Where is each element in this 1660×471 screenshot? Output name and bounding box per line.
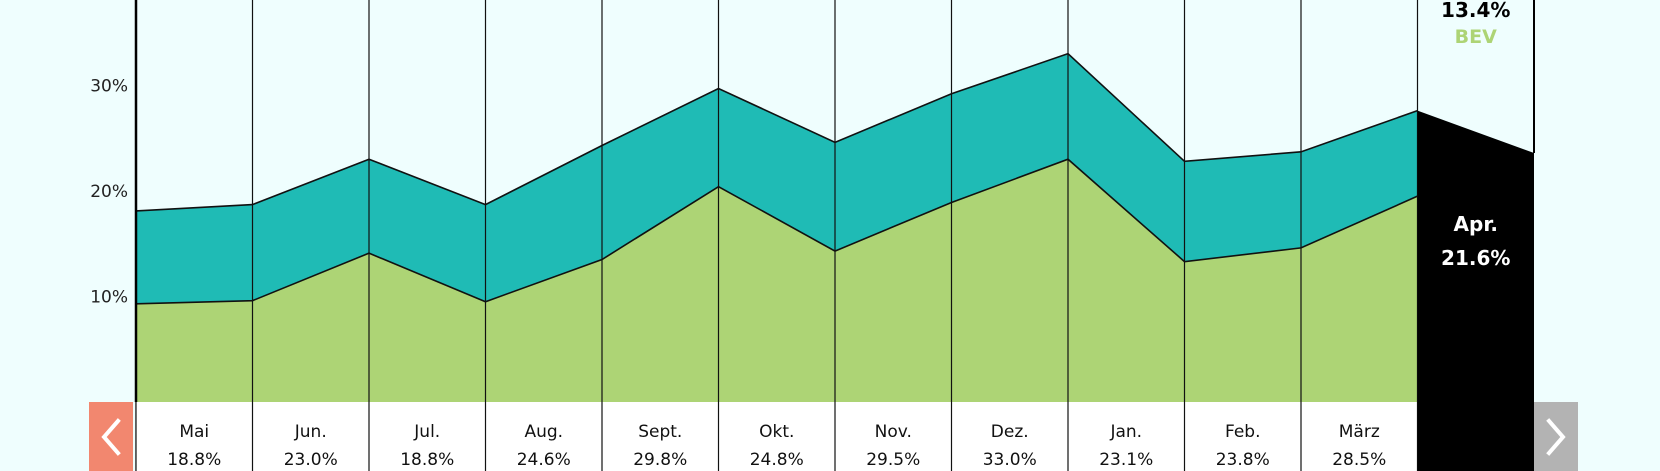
month-label-strip [136, 402, 1418, 471]
highlight-month-label: Apr. [1454, 212, 1498, 236]
month-value: 23.8% [1216, 450, 1270, 470]
next-month-button[interactable] [1534, 402, 1578, 471]
month-label: Aug. [524, 422, 563, 442]
month-label: Okt. [759, 422, 794, 442]
month-value: 33.0% [983, 450, 1037, 470]
other-area [136, 53, 1418, 304]
month-value: 24.6% [517, 450, 571, 470]
highlight-bev-value: 13.4% [1441, 0, 1510, 22]
month-label: Mai [179, 422, 209, 442]
month-label: Feb. [1225, 422, 1261, 442]
month-label: Dez. [991, 422, 1029, 442]
prev-month-button[interactable] [89, 402, 133, 471]
chevron-left-icon [101, 417, 121, 456]
month-value: 24.8% [750, 450, 804, 470]
month-value: 23.0% [284, 450, 338, 470]
total-series-line [135, 52, 1418, 212]
month-label: Jun. [294, 422, 327, 442]
bev-series-line [135, 158, 1418, 305]
month-value: 29.8% [633, 450, 687, 470]
month-value: 29.5% [866, 450, 920, 470]
y-tick-label: 30% [90, 76, 128, 96]
month-value: 28.5% [1332, 450, 1386, 470]
month-value: 18.8% [400, 450, 454, 470]
next-button-bg [1534, 402, 1578, 471]
y-tick-label: 20% [90, 182, 128, 202]
highlight-month-value: 21.6% [1441, 246, 1510, 270]
prev-button-bg [89, 402, 133, 471]
month-label: März [1339, 422, 1380, 442]
bev-area [136, 159, 1418, 402]
chevron-right-icon [1546, 417, 1566, 456]
month-label: Nov. [875, 422, 912, 442]
month-label: Sept. [638, 422, 682, 442]
month-value: 23.1% [1099, 450, 1153, 470]
month-label: Jan. [1109, 422, 1142, 442]
highlight-series-name: BEV [1455, 26, 1497, 48]
month-label: Jul. [413, 422, 440, 442]
month-value: 18.8% [167, 450, 221, 470]
y-tick-label: 10% [90, 287, 128, 307]
highlight-panel [1417, 110, 1534, 471]
